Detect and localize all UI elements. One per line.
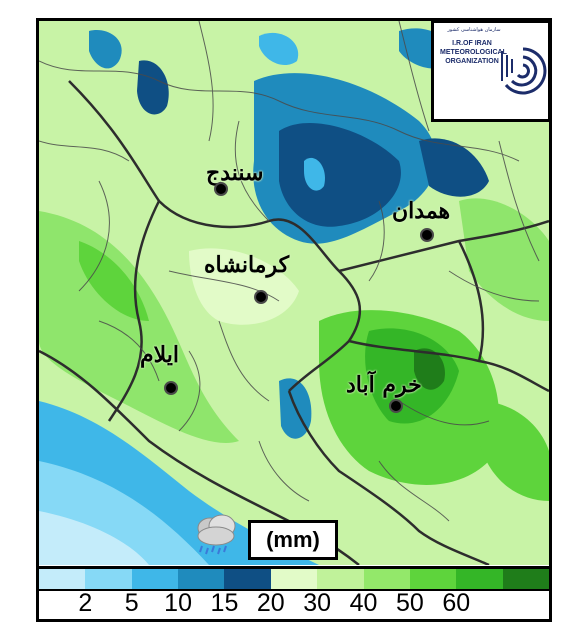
rain-cloud-icon (197, 514, 236, 555)
org-name-fa: سازمان هواشناسی کشور (447, 27, 501, 33)
legend-tick-label: 2 (78, 589, 93, 617)
legend-tick-label: 20 (256, 589, 285, 617)
org-logo: سازمان هواشناسی کشور I.R.OF IRAN METEORO… (431, 20, 551, 122)
city-marker-hamedan (420, 228, 434, 242)
legend-tick-label: 5 (124, 589, 139, 617)
city-marker-ilam (164, 381, 178, 395)
city-label-hamedan: همدان (392, 198, 451, 224)
legend-color-bar (39, 566, 549, 591)
city-label-khorramabad: خرم آباد (346, 372, 422, 398)
legend-swatch (39, 569, 86, 589)
legend-tick-label: 30 (303, 589, 332, 617)
legend-swatch (317, 569, 364, 589)
legend-swatch (502, 569, 549, 589)
legend-swatch (131, 569, 179, 589)
org-name-en: I.R.OF IRAN METEOROLOGICAL ORGANIZATION (440, 40, 507, 65)
precipitation-map (39, 21, 549, 565)
legend-swatch (224, 569, 271, 589)
unit-label: (mm) (248, 520, 338, 560)
city-label-sanandaj: سنندج (206, 160, 264, 186)
unit-text: (mm) (266, 527, 320, 552)
legend-tick-label: 40 (349, 589, 378, 617)
city-marker-khorramabad (389, 399, 403, 413)
legend-swatch (178, 569, 225, 589)
legend-swatch (409, 569, 457, 589)
city-label-kermanshah: کرمانشاه (204, 252, 290, 278)
legend-tick-label: 60 (442, 589, 471, 617)
legend-swatch (270, 569, 318, 589)
city-label-ilam: ایلام (140, 342, 179, 368)
city-marker-sanandaj (214, 182, 228, 196)
city-marker-kermanshah (254, 290, 268, 304)
legend-swatch (456, 569, 503, 589)
legend-tick-label: 50 (396, 589, 424, 617)
legend-swatch (85, 569, 132, 589)
legend-tick-label: 10 (164, 589, 192, 617)
meteorological-organization-logo-icon (501, 47, 547, 95)
legend-tick-label: 15 (210, 589, 239, 617)
legend-swatch (363, 569, 410, 589)
